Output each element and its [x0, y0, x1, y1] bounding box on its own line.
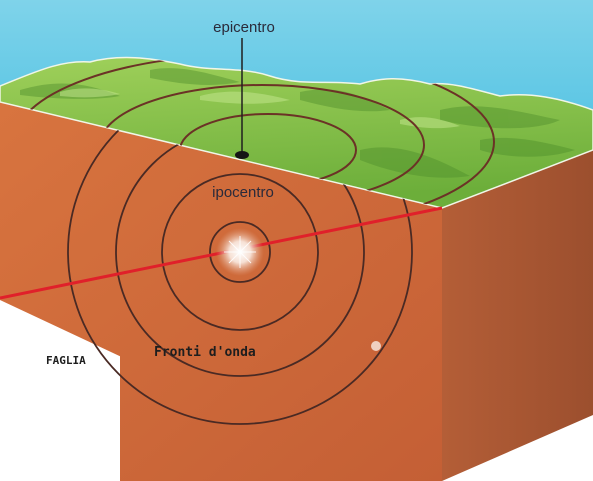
wavefronts-label: Fronti d'onda	[154, 345, 256, 360]
wavefront-ring-4	[67, 102, 413, 425]
terrain-highlights	[60, 88, 460, 129]
section-wavefronts	[67, 102, 413, 425]
hypocenter-rays	[224, 236, 256, 268]
hypocenter-label: ipocentro	[212, 184, 274, 201]
block-front-notch	[0, 300, 120, 481]
wavefront-ring-1	[209, 221, 271, 283]
block-side-face	[442, 150, 593, 481]
epicenter-marker	[235, 151, 249, 159]
epicenter-label: epicentro	[213, 19, 275, 36]
terrain-surface	[0, 56, 593, 209]
fault-label: FAGLIA	[46, 354, 86, 367]
secondary-spark	[371, 341, 381, 351]
block-front-lower	[0, 102, 442, 481]
wavefront-ring-2	[161, 173, 319, 331]
